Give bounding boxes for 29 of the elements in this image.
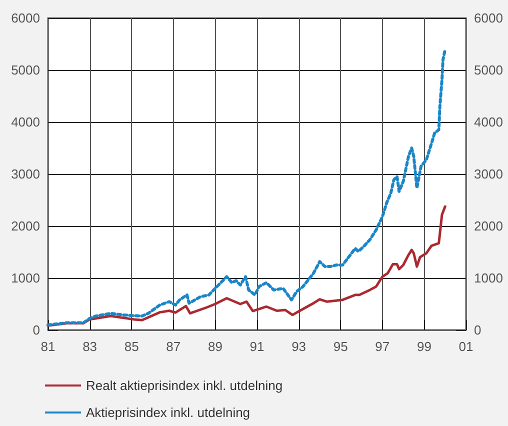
- x-tick-label: 95: [333, 339, 348, 354]
- y2-tick-label: 2000: [474, 218, 503, 234]
- x-tick-label: 85: [124, 339, 139, 354]
- x-tick-label: 91: [250, 339, 264, 354]
- y2-tick-label: 6000: [474, 10, 503, 26]
- y-tick-label: 3000: [11, 166, 40, 182]
- y-tick-label: 6000: [11, 10, 40, 26]
- x-tick-label: 93: [292, 339, 306, 354]
- y2-tick-label: 4000: [474, 114, 503, 130]
- x-tick-label: 01: [458, 339, 474, 354]
- y-tick-label: 5000: [11, 62, 40, 78]
- y2-tick-label: 3000: [474, 166, 503, 182]
- y2-tick-label: 0: [474, 322, 482, 338]
- x-tick-label: 99: [416, 339, 432, 354]
- y-tick-label: 4000: [11, 114, 40, 130]
- legend-label: Aktieprisindex inkl. utdelning: [86, 405, 250, 420]
- x-tick-label: 83: [82, 339, 98, 354]
- y-tick-label: 1000: [11, 270, 40, 286]
- x-tick-label: 87: [166, 339, 181, 354]
- line-series: [46, 205, 446, 327]
- y2-tick-label: 5000: [474, 62, 503, 78]
- line-series: [46, 48, 447, 327]
- y2-tick-label: 1000: [474, 270, 503, 286]
- y-tick-label: 2000: [11, 218, 40, 234]
- legend-label: Realt aktieprisindex inkl. utdelning: [86, 378, 283, 393]
- y-tick-label: 0: [32, 322, 40, 338]
- x-tick-label: 81: [40, 339, 56, 354]
- x-tick-label: 89: [208, 339, 222, 354]
- x-tick-label: 97: [375, 339, 390, 354]
